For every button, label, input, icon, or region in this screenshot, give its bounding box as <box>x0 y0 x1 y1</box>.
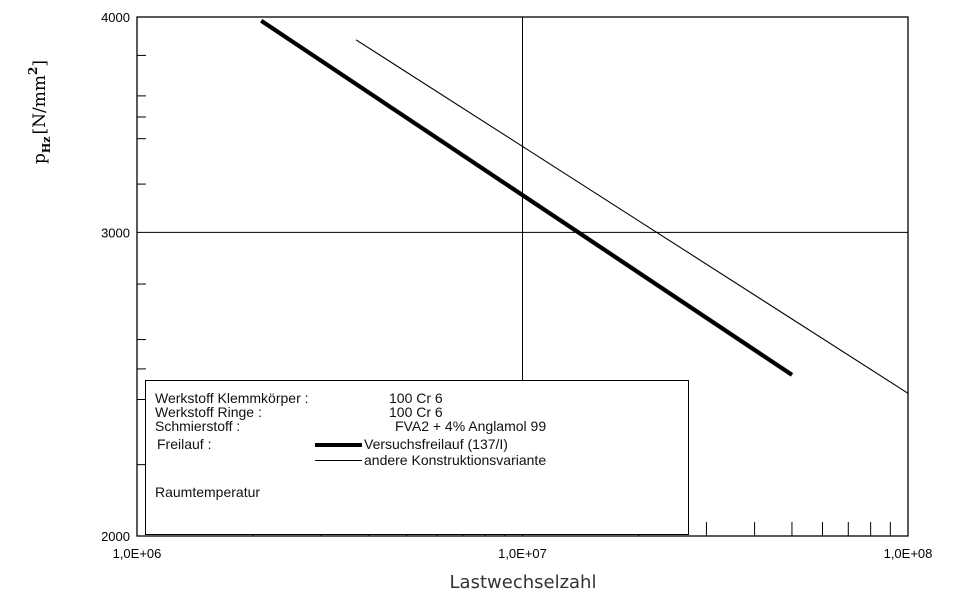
legend-value-werkstoff-klemmkoerper: 100 Cr 6 <box>389 390 443 406</box>
series-line-andere-konstruktionsvariante <box>355 39 909 394</box>
series-line-versuchsfreilauf <box>260 19 794 377</box>
tick-labels: 1,0E+06 1,0E+07 1,0E+08 2000 3000 4000 <box>101 10 932 561</box>
legend-swatch-thin <box>315 460 362 461</box>
y-axis-symbol: p <box>30 153 50 164</box>
legend-label-schmierstoff: Schmierstoff : <box>155 418 241 434</box>
y-axis-unit-close: ] <box>30 60 50 67</box>
legend-footer-raumtemperatur: Raumtemperatur <box>155 484 261 500</box>
legend-value-andere-konstruktionsvariante: andere Konstruktionsvariante <box>364 452 547 468</box>
y-tick-label: 3000 <box>101 225 130 240</box>
legend-value-werkstoff-ringe: 100 Cr 6 <box>389 404 443 420</box>
x-tick-label: 1,0E+06 <box>113 546 162 561</box>
legend-swatch-thick <box>315 443 362 447</box>
y-axis-superscript: 2 <box>26 67 40 75</box>
legend-label-werkstoff-ringe: Werkstoff Ringe : <box>155 404 262 420</box>
x-tick-label: 1,0E+07 <box>498 546 547 561</box>
x-tick-label: 1,0E+08 <box>884 546 933 561</box>
y-tick-label: 2000 <box>101 529 130 544</box>
svg-text:pHz[N/mm2]: pHz [N/mm2] <box>26 60 53 164</box>
x-axis-title: Lastwechselzahl <box>450 572 597 593</box>
y-axis-subscript: Hz <box>40 136 53 153</box>
y-tick-label: 4000 <box>101 10 130 25</box>
legend-value-schmierstoff: FVA2 + 4% Anglamol 99 <box>395 418 547 434</box>
y-axis-unit: [N/mm <box>30 75 50 134</box>
y-axis-title: pHz [N/mm2] <box>26 60 53 164</box>
series-lines <box>260 19 909 394</box>
legend-value-versuchsfreilauf: Versuchsfreilauf (137/I) <box>364 436 508 452</box>
legend-label-werkstoff-klemmkoerper: Werkstoff Klemmkörper : <box>155 390 309 406</box>
legend-label-freilauf: Freilauf : <box>157 436 212 452</box>
legend-box: Werkstoff Klemmkörper : 100 Cr 6 Werksto… <box>145 380 689 535</box>
